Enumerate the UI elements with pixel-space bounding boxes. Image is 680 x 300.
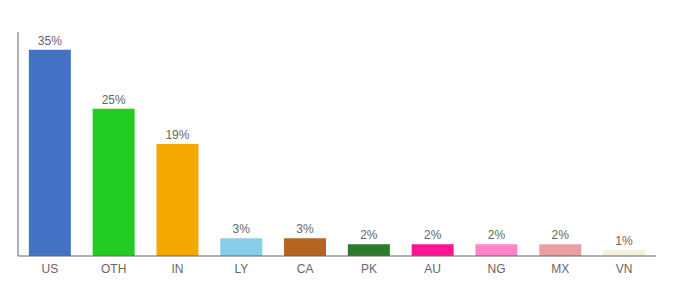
svg-text:2%: 2%: [488, 228, 506, 242]
svg-text:PK: PK: [361, 262, 377, 276]
svg-text:US: US: [42, 262, 59, 276]
svg-text:AU: AU: [424, 262, 441, 276]
svg-text:3%: 3%: [296, 222, 314, 236]
svg-text:IN: IN: [172, 262, 184, 276]
svg-text:35%: 35%: [38, 34, 62, 48]
svg-text:VN: VN: [616, 262, 633, 276]
svg-text:NG: NG: [488, 262, 506, 276]
svg-text:2%: 2%: [552, 228, 570, 242]
svg-text:OTH: OTH: [101, 262, 126, 276]
svg-text:MX: MX: [551, 262, 569, 276]
svg-text:2%: 2%: [424, 228, 442, 242]
svg-text:19%: 19%: [165, 128, 189, 142]
svg-text:CA: CA: [297, 262, 314, 276]
svg-text:LY: LY: [234, 262, 248, 276]
svg-text:3%: 3%: [233, 222, 251, 236]
svg-text:2%: 2%: [360, 228, 378, 242]
svg-text:1%: 1%: [615, 234, 633, 248]
svg-text:25%: 25%: [102, 93, 126, 107]
